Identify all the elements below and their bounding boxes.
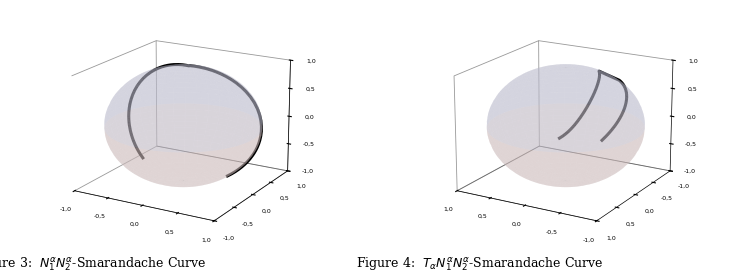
Text: Figure 3:  $N_1^\alpha N_2^\alpha$-Smarandache Curve: Figure 3: $N_1^\alpha N_2^\alpha$-Smaran… <box>0 256 207 273</box>
Text: Figure 4:  $T_\alpha N_1^\alpha N_2^\alpha$-Smarandache Curve: Figure 4: $T_\alpha N_1^\alpha N_2^\alph… <box>356 256 604 273</box>
